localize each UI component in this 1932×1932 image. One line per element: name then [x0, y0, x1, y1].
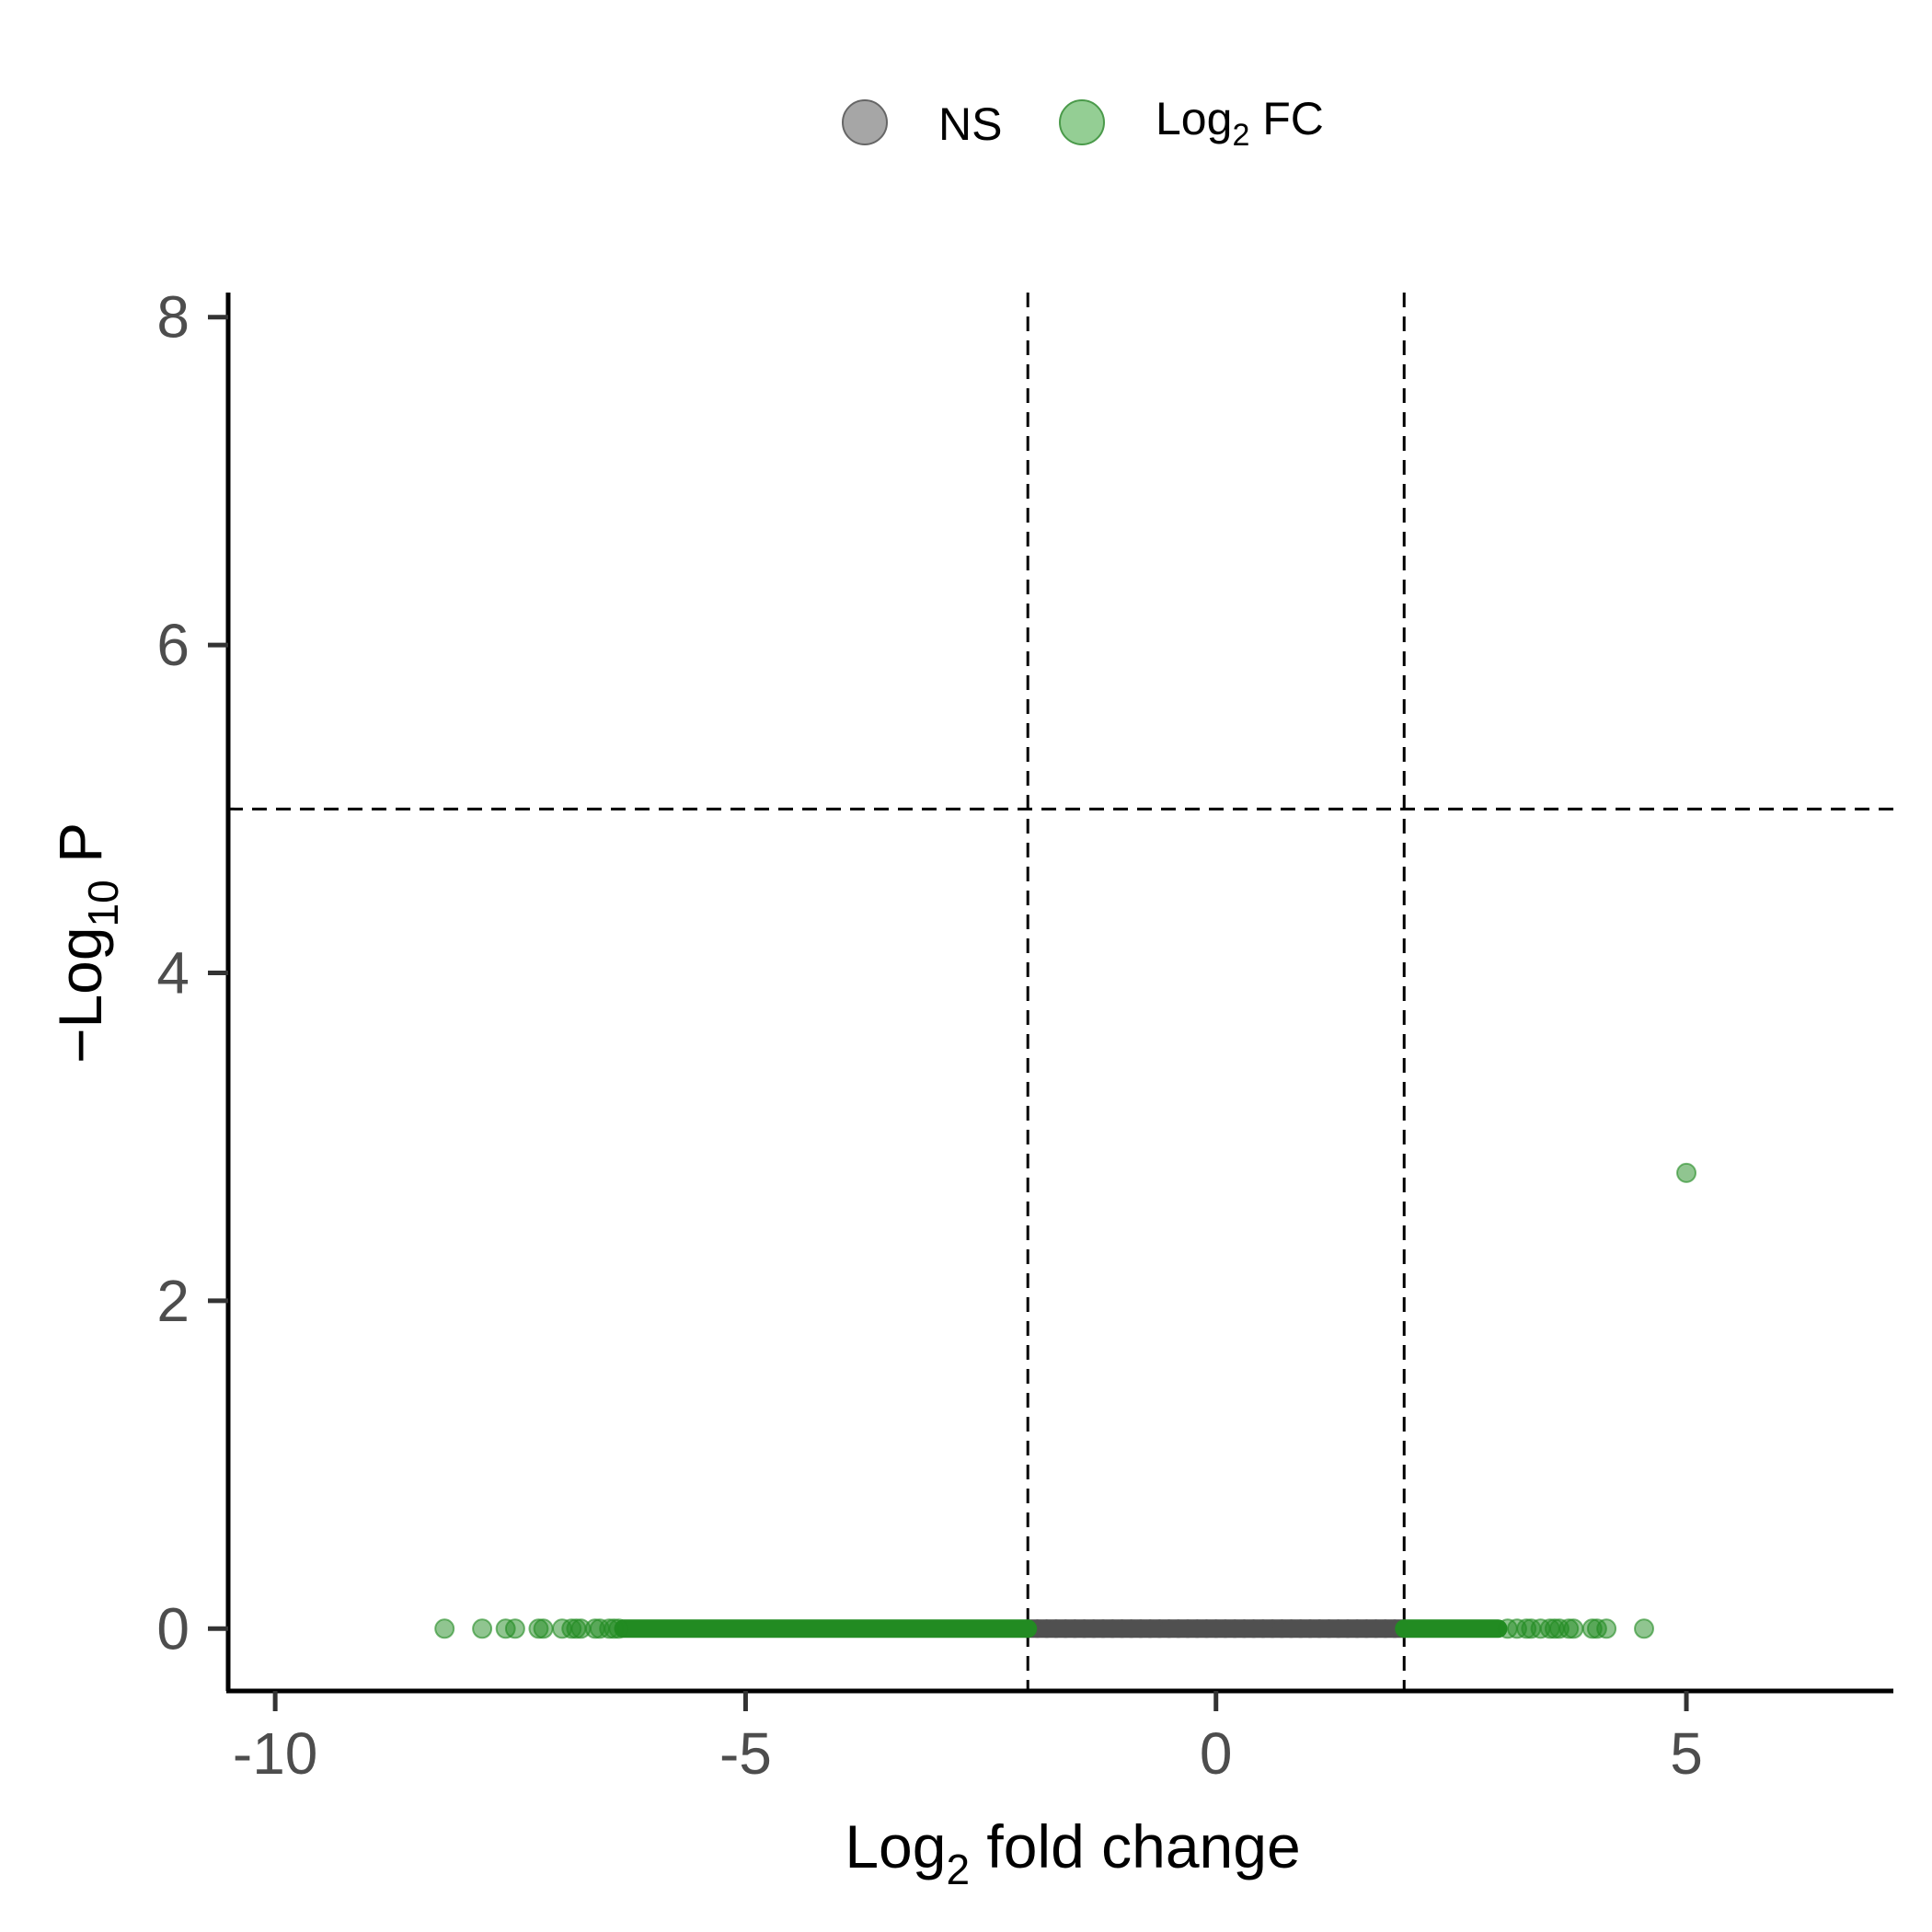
y-axis-title-pre: −Log: [46, 926, 114, 1064]
legend-marker-ns: [842, 99, 888, 145]
y-tick-label: 6: [156, 612, 190, 678]
log2fc-point: [1634, 1618, 1655, 1639]
x-tick-label: -5: [719, 1720, 772, 1787]
y-tick-label: 8: [156, 284, 190, 351]
log2fc-point: [472, 1618, 493, 1639]
legend-label-log2fc: Log2 FC: [1156, 93, 1324, 153]
log2fc-point: [608, 1618, 629, 1639]
y-axis-title: −Log10 P: [46, 822, 127, 1064]
x-axis-title-base: Log: [845, 1812, 946, 1880]
y-tick-label: 0: [156, 1595, 190, 1662]
y-tick-label: 4: [156, 940, 190, 1006]
x-tick-label: 0: [1200, 1720, 1233, 1787]
x-axis-title-sub: 2: [946, 1846, 970, 1893]
log2fc-point: [1563, 1618, 1584, 1639]
legend-label-log2fc-base: Log: [1156, 93, 1232, 144]
legend-label-log2fc-sub: 2: [1232, 118, 1249, 153]
x-axis-title: Log2 fold change: [845, 1812, 1300, 1893]
y-axis-ticks: 0 2 4 6 8: [156, 284, 228, 1662]
y-axis-title-sub: 10: [79, 880, 127, 926]
log2fc-point: [1676, 1162, 1697, 1183]
log2fc-point: [533, 1618, 554, 1639]
ns-points: [1018, 1619, 1414, 1639]
log2fc-point-cluster-0: [614, 1619, 1038, 1639]
y-tick-label: 2: [156, 1268, 190, 1334]
log2fc-point: [434, 1618, 455, 1639]
legend-label-log2fc-rest: FC: [1249, 93, 1324, 144]
axes: [225, 293, 1893, 1694]
log2fc-point: [1596, 1618, 1617, 1639]
log2fc-points: [434, 1162, 1697, 1639]
legend-label-ns: NS: [938, 98, 1002, 150]
threshold-lines: [228, 293, 1893, 1691]
log2fc-point: [504, 1618, 525, 1639]
legend: NS Log2 FC: [842, 93, 1324, 153]
legend-marker-log2fc: [1059, 99, 1105, 145]
x-tick-label: -10: [233, 1720, 318, 1787]
y-axis-title-rest: P: [46, 822, 114, 880]
x-axis-ticks: -10 -5 0 5: [233, 1691, 1703, 1787]
log2fc-point-cluster-1: [1395, 1619, 1508, 1639]
x-tick-label: 5: [1670, 1720, 1703, 1787]
x-axis-title-rest: fold change: [970, 1812, 1301, 1880]
